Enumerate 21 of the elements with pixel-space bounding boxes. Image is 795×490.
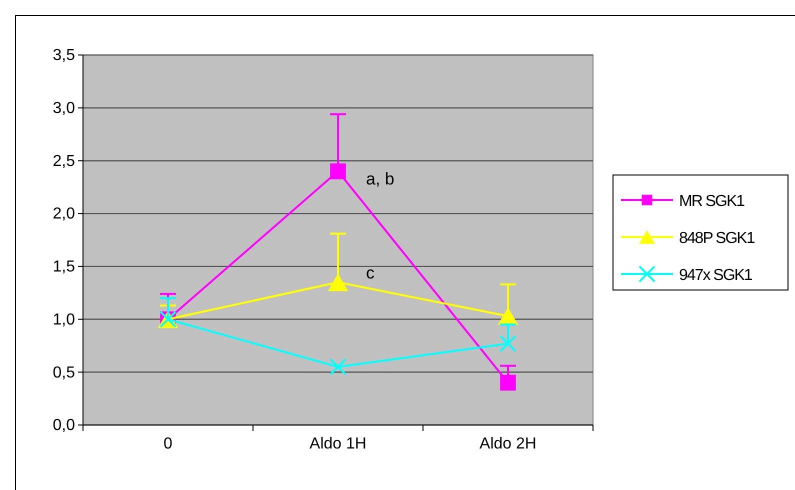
legend-label: MR SGK1 (679, 193, 746, 210)
annotation: c (366, 263, 375, 282)
y-tick-label: 2,5 (52, 152, 76, 170)
legend-label: 848P SGK1 (679, 230, 756, 247)
x-tick-label: Aldo 1H (310, 435, 366, 452)
y-tick-label: 0,5 (52, 364, 76, 382)
x-tick-label: 0 (164, 435, 173, 452)
point (499, 335, 517, 352)
point (500, 374, 516, 391)
y-tick-label: 3,0 (52, 100, 76, 117)
x-tick-label: Aldo 2H (480, 435, 536, 452)
y-tick-label: 1,5 (52, 258, 76, 276)
y-tick-label: 3,5 (52, 47, 76, 64)
y-tick-label: 0,0 (52, 417, 76, 434)
point (330, 163, 346, 180)
y-tick-label: 1,0 (52, 311, 76, 328)
point (329, 358, 347, 376)
annotation: a, b (366, 169, 394, 188)
point (328, 273, 348, 292)
legend-label: 947x SGK1 (679, 267, 753, 284)
y-tick-label: 2,0 (52, 206, 76, 223)
